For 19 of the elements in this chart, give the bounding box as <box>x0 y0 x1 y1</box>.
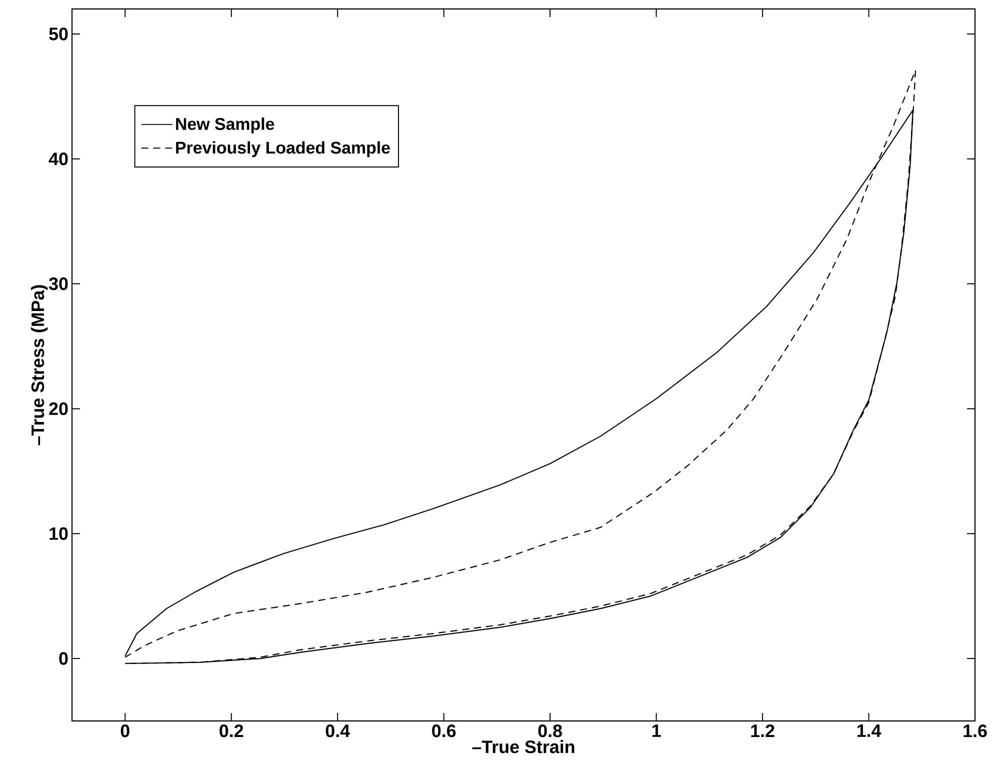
x-tick-label: 1 <box>652 724 661 737</box>
y-tick-label: 30 <box>48 277 68 290</box>
x-tick-label: 0.8 <box>538 724 562 738</box>
x-tick-label: 1.6 <box>964 724 987 738</box>
y-tick-label: 40 <box>48 152 68 166</box>
x-tick-label: 1.2 <box>751 724 774 738</box>
y-tick-label: 0 <box>59 652 68 665</box>
y-tick-label: 10 <box>50 527 68 540</box>
x-tick-label: 0.4 <box>326 724 350 738</box>
x-tick-label: 0 <box>120 724 130 738</box>
legend-label: Previously Loaded Sample <box>176 141 390 158</box>
y-axis-title: –True Stress (MPa) <box>30 285 48 446</box>
x-tick-label: 0.6 <box>432 724 456 738</box>
x-tick-label: 1.4 <box>857 724 882 737</box>
x-axis-title: –True Strain <box>472 740 574 754</box>
y-tick-label: 50 <box>49 28 68 40</box>
y-tick-label: 20 <box>49 402 68 416</box>
x-tick-label: 0.2 <box>220 724 244 738</box>
legend-label: New Sample <box>176 118 274 134</box>
